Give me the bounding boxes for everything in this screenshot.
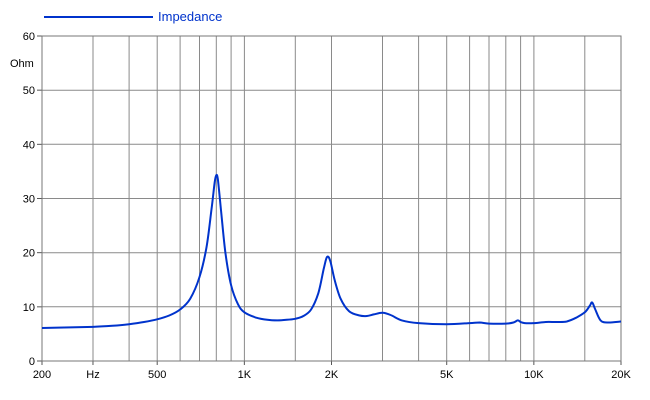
y-axis-unit: Ohm xyxy=(10,58,34,70)
y-tick-label: 0 xyxy=(29,356,35,368)
plot-frame xyxy=(41,35,622,362)
x-tick-label: 200 xyxy=(33,369,51,381)
x-tick-label: 500 xyxy=(148,369,166,381)
y-axis: 0 10 20 30 40 50 60 xyxy=(23,31,42,368)
y-tick-label: 10 xyxy=(23,302,35,314)
x-axis: 200 Hz 500 1K 2K 5K 10K 20K xyxy=(33,361,631,381)
legend: Impedance xyxy=(44,9,222,24)
x-tick-label: 1K xyxy=(238,369,252,381)
x-tick-label: 10K xyxy=(524,369,544,381)
y-tick-label: 50 xyxy=(23,85,35,97)
legend-label-impedance: Impedance xyxy=(158,9,222,24)
y-tick-label: 40 xyxy=(23,139,35,151)
y-tick-label: 30 xyxy=(23,194,35,206)
y-tick-label: 20 xyxy=(23,248,35,260)
x-tick-label: 20K xyxy=(611,369,631,381)
grid xyxy=(42,35,622,362)
y-tick-label: 60 xyxy=(23,31,35,43)
x-tick-label: 5K xyxy=(440,369,454,381)
x-tick-label: Hz xyxy=(86,369,99,381)
x-tick-label: 2K xyxy=(325,369,339,381)
impedance-line xyxy=(41,173,622,329)
